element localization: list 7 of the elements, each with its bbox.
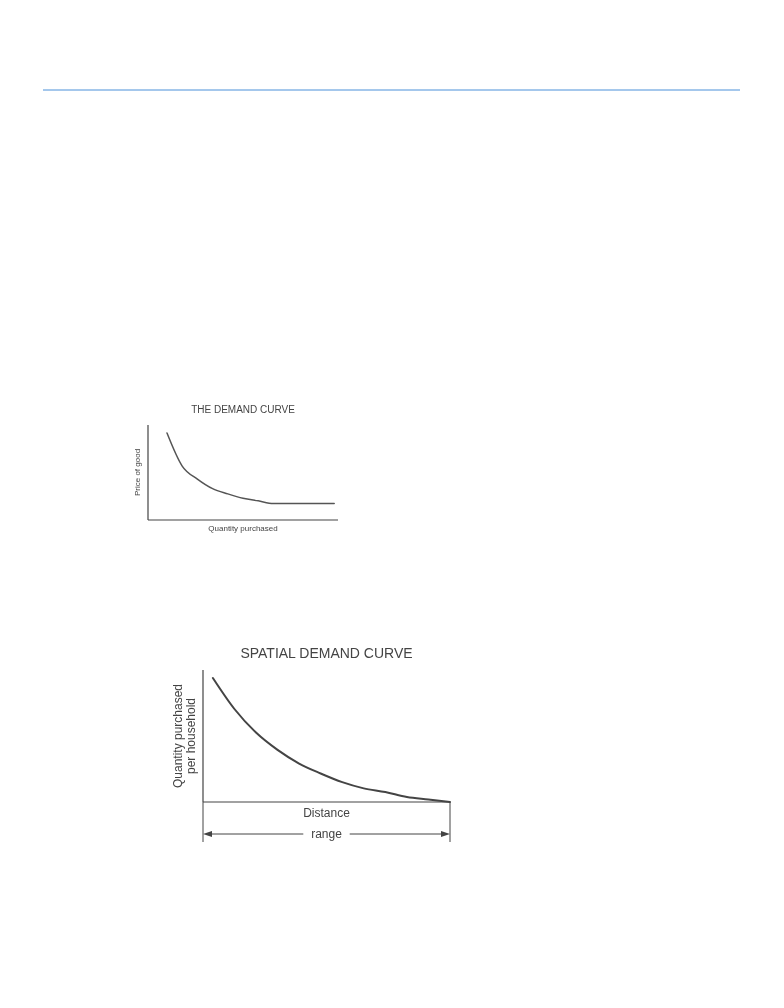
x-axis-title: Quantity purchased	[208, 524, 278, 533]
chart-title: SPATIAL DEMAND CURVE	[240, 645, 413, 661]
text: range	[311, 827, 343, 842]
x-axis-title: Distance	[303, 806, 351, 820]
y-axis-title: Quantity purchased per household	[171, 683, 198, 789]
y-axis-title: Price of good	[133, 448, 142, 497]
chart-title: THE DEMAND CURVE	[191, 404, 296, 415]
